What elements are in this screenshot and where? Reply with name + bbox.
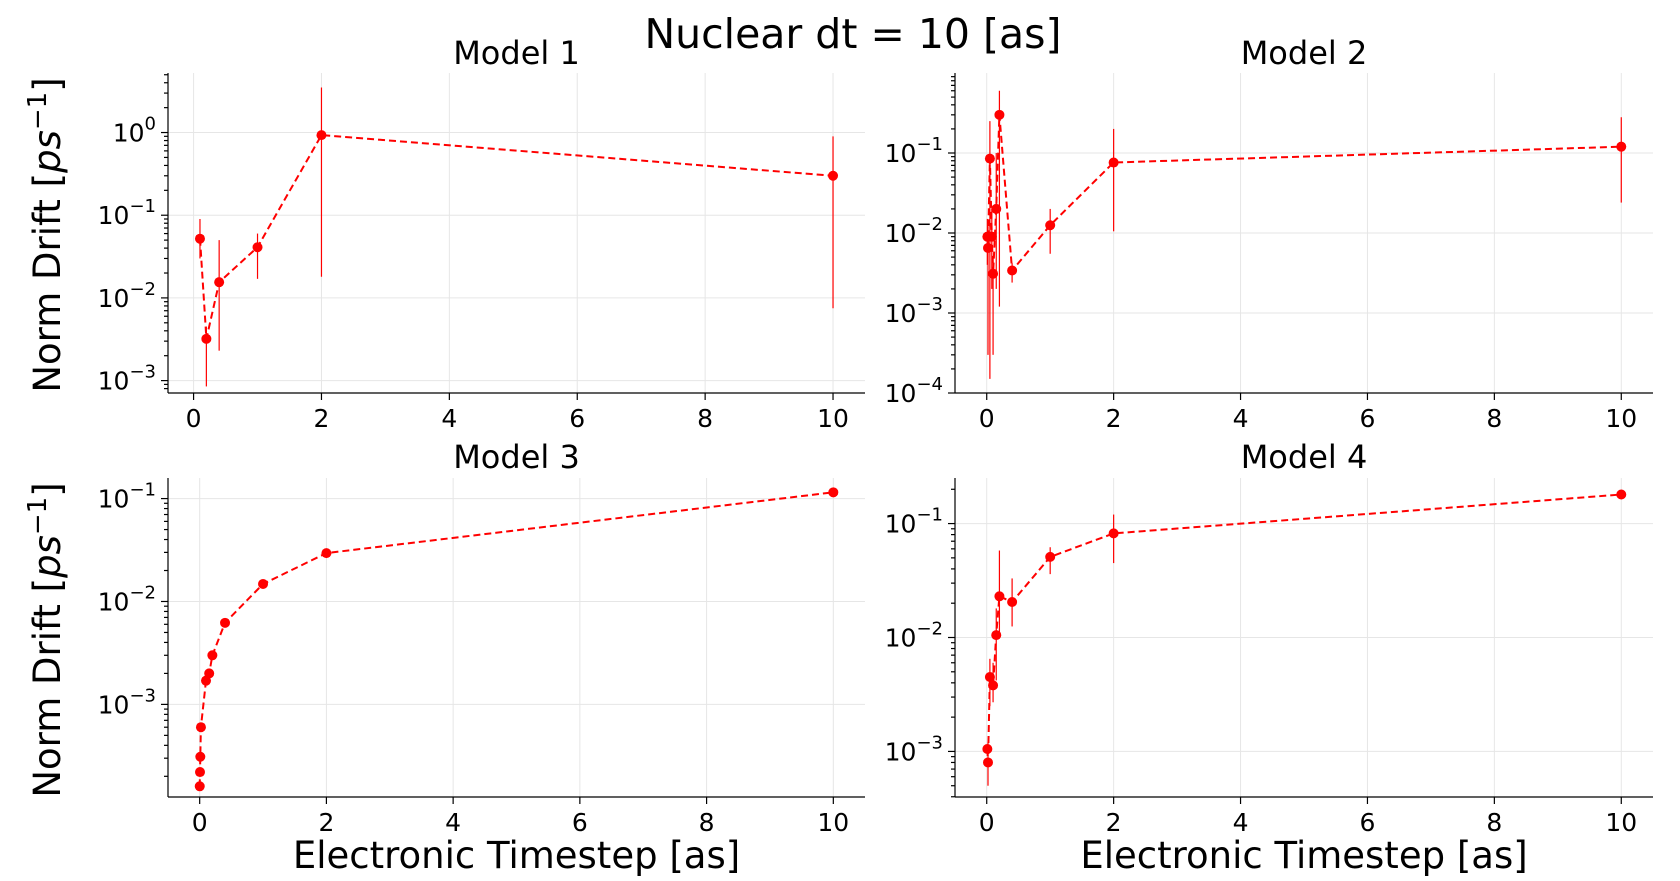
x-tick-label: 8 [699, 808, 715, 837]
data-point [988, 268, 999, 279]
x-tick-label: 6 [1360, 404, 1376, 433]
data-point [982, 757, 993, 768]
y-tick-label: 10−3 [885, 294, 943, 328]
data-point [1007, 596, 1018, 607]
data-point [982, 744, 993, 755]
series-line [986, 493, 1622, 763]
data-point [984, 672, 995, 683]
data-point [194, 233, 205, 244]
y-tick-label: 10−3 [885, 732, 943, 766]
x-tick-label: 10 [817, 808, 849, 837]
x-tick-label: 4 [445, 808, 461, 837]
data-point [1108, 157, 1119, 168]
data-point [994, 109, 1005, 120]
y-tick-label: 10−1 [98, 196, 156, 230]
x-tick-label: 8 [1486, 404, 1502, 433]
y-tick-label: 10−2 [98, 582, 156, 616]
series-line [198, 491, 834, 787]
data-point [195, 722, 206, 733]
x-tick-label: 10 [1605, 808, 1637, 837]
panel-title: Model 3 [453, 438, 580, 476]
data-point [828, 487, 839, 498]
y-tick-label: 10−2 [98, 279, 156, 313]
x-axis-label: Electronic Timestep [as] [1080, 834, 1527, 877]
data-point [1616, 141, 1627, 152]
data-point [984, 153, 995, 164]
x-tick-label: 6 [572, 808, 588, 837]
panel-model-2: 0 2 4 6 8 10 10−4 10−3 10−2 10−1 Model 2 [885, 34, 1653, 433]
panel-model-3: 0 2 4 6 8 10 10−3 10−2 10−1 Model 3 Norm Drift [ps… [23, 438, 865, 877]
data-point [207, 650, 218, 661]
x-tick-label: 2 [1106, 808, 1122, 837]
panel-model-1: 0 2 4 6 8 10 10−3 10−2 10−1 100 Model 1 Norm Drift … [23, 34, 865, 433]
data-point [252, 242, 263, 253]
data-point [220, 617, 231, 628]
y-axis-label: Norm Drift [ps−1] [23, 482, 69, 797]
data-point [214, 277, 225, 288]
x-tick-label: 6 [1360, 808, 1376, 837]
x-tick-label: 0 [979, 808, 995, 837]
data-point [1108, 528, 1119, 539]
x-tick-label: 10 [817, 404, 849, 433]
x-tick-label: 2 [318, 808, 334, 837]
y-tick-label: 10−3 [98, 685, 156, 719]
y-tick-label: 10−1 [98, 480, 156, 514]
data-point [988, 680, 999, 691]
x-tick-label: 6 [569, 404, 585, 433]
series-line [986, 114, 1622, 274]
x-tick-label: 10 [1605, 404, 1637, 433]
x-tick-label: 4 [1233, 808, 1249, 837]
data-point [1045, 220, 1056, 231]
data-point [201, 333, 212, 344]
panel-title: Model 1 [453, 34, 580, 72]
data-point [991, 203, 1002, 214]
x-tick-label: 2 [314, 404, 330, 433]
data-point [1007, 265, 1018, 276]
y-tick-label: 10−1 [885, 134, 943, 168]
y-axis-label: Norm Drift [ps−1] [23, 77, 69, 392]
panel-title: Model 2 [1241, 34, 1368, 72]
data-point [1045, 551, 1056, 562]
data-point [204, 668, 215, 679]
x-tick-label: 8 [697, 404, 713, 433]
data-point [1616, 489, 1627, 500]
data-point [195, 751, 206, 762]
x-tick-label: 4 [1233, 404, 1249, 433]
data-point [321, 548, 332, 559]
y-tick-label: 10−3 [98, 362, 156, 396]
data-point [316, 130, 327, 141]
series-line [199, 134, 834, 340]
data-point [986, 231, 997, 242]
figure-suptitle: Nuclear dt = 10 [as] [644, 10, 1061, 58]
x-tick-label: 8 [1486, 808, 1502, 837]
data-point [194, 767, 205, 778]
data-point [982, 242, 993, 253]
x-axis-label: Electronic Timestep [as] [293, 834, 740, 877]
panel-model-4: 0 2 4 6 8 10 10−3 10−2 10−1 Model 4 Electronic Tim… [885, 438, 1653, 877]
data-point [994, 591, 1005, 602]
data-point [991, 630, 1002, 641]
x-tick-label: 0 [979, 404, 995, 433]
y-tick-label: 10−2 [885, 214, 943, 248]
data-point [258, 578, 269, 589]
y-tick-label: 10−2 [885, 619, 943, 653]
y-tick-label: 10−1 [885, 505, 943, 539]
x-tick-label: 4 [441, 404, 457, 433]
y-tick-label: 100 [113, 114, 156, 148]
panel-title: Model 4 [1241, 438, 1368, 476]
x-tick-label: 0 [186, 404, 202, 433]
data-point [828, 170, 839, 181]
data-point [194, 781, 205, 792]
x-tick-label: 2 [1106, 404, 1122, 433]
x-tick-label: 0 [192, 808, 208, 837]
y-tick-label: 10−4 [885, 374, 943, 408]
